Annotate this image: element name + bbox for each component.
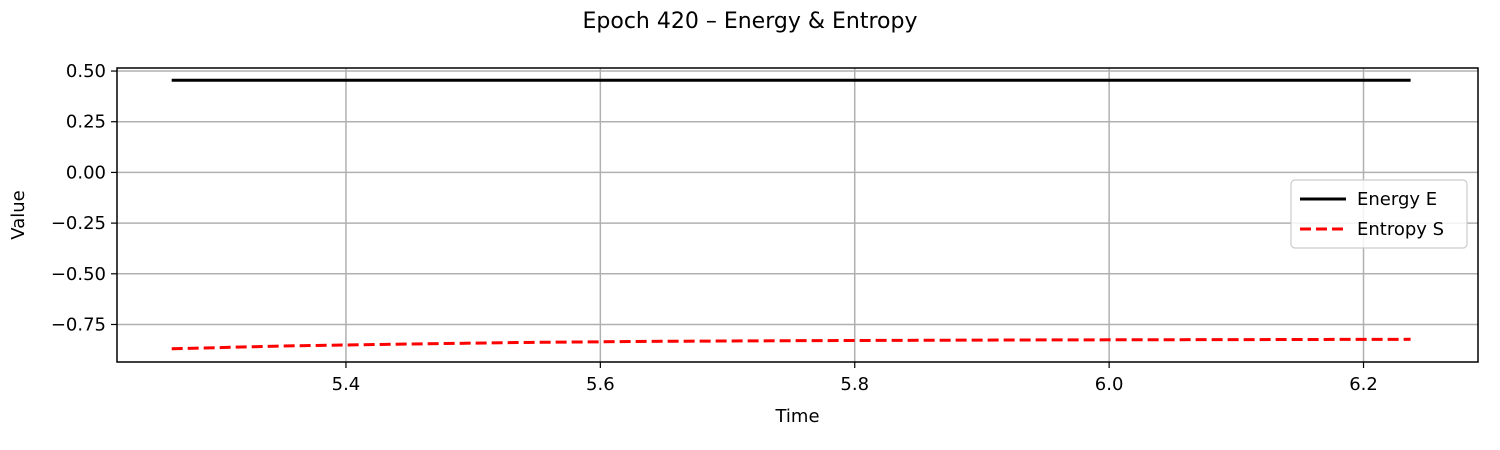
legend-box	[1290, 179, 1468, 249]
series-layer	[171, 78, 1411, 351]
x-tick-label: 6.2	[1349, 374, 1378, 395]
x-tick-label: 5.6	[586, 374, 615, 395]
chart-title: Epoch 420 – Energy & Entropy	[583, 9, 918, 34]
y-axis-label: Value	[8, 190, 29, 239]
legend-label: Entropy S	[1357, 219, 1444, 240]
y-tick-label: 0.25	[66, 112, 106, 133]
y-tick-label: 0.50	[66, 61, 106, 82]
x-tick-label: 5.8	[840, 374, 869, 395]
y-tick-label: 0.00	[66, 162, 106, 183]
y-axis-ticks: 0.50 0.25 0.00 −0.25 −0.50 −0.75	[51, 61, 117, 335]
x-tick-label: 6.0	[1095, 374, 1124, 395]
legend-label: Energy E	[1357, 189, 1437, 210]
y-tick-label: −0.75	[51, 314, 106, 335]
y-tick-label: −0.25	[51, 213, 106, 234]
x-axis-ticks: 5.4 5.6 5.8 6.0 6.2	[332, 362, 1378, 395]
plot-frame	[116, 67, 1479, 363]
legend: Energy E Entropy S	[1290, 179, 1468, 249]
x-axis-label: Time	[774, 406, 819, 427]
y-tick-label: −0.50	[51, 264, 106, 285]
grid	[117, 68, 1478, 362]
x-tick-label: 5.4	[332, 374, 361, 395]
series-line-entropy	[171, 337, 1411, 351]
